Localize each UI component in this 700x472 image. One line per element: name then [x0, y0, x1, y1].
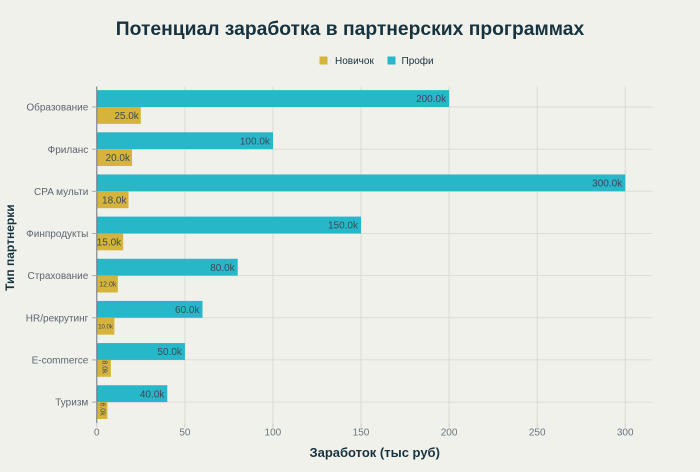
svg-text:200.0k: 200.0k — [416, 94, 447, 105]
svg-text:80.0k: 80.0k — [210, 263, 235, 274]
svg-text:HR/рекрутинг: HR/рекрутинг — [26, 313, 89, 324]
svg-text:300.0k: 300.0k — [592, 179, 623, 190]
svg-text:300: 300 — [617, 428, 634, 439]
svg-text:50.0k: 50.0k — [157, 347, 182, 358]
svg-text:150: 150 — [353, 428, 370, 439]
svg-text:Фриланс: Фриланс — [48, 145, 89, 156]
svg-text:40.0k: 40.0k — [140, 389, 165, 400]
svg-text:150.0k: 150.0k — [328, 221, 359, 232]
svg-text:Туризм: Туризм — [55, 398, 88, 409]
svg-text:Страхование: Страхование — [27, 271, 88, 282]
svg-text:60.0k: 60.0k — [175, 305, 200, 316]
svg-text:Профи: Профи — [402, 55, 434, 67]
svg-text:18.0k: 18.0k — [102, 195, 127, 206]
svg-text:25.0k: 25.0k — [114, 111, 139, 122]
svg-text:20.0k: 20.0k — [106, 153, 131, 164]
svg-text:50: 50 — [179, 428, 191, 439]
svg-text:E-commerce: E-commerce — [32, 356, 89, 367]
svg-text:100.0k: 100.0k — [240, 136, 271, 147]
svg-text:200: 200 — [441, 428, 458, 439]
svg-text:6.0k: 6.0k — [99, 402, 106, 416]
svg-text:Заработок (тыс руб): Заработок (тыс руб) — [309, 445, 439, 460]
svg-text:12.0k: 12.0k — [99, 282, 117, 289]
svg-text:100: 100 — [265, 428, 282, 439]
svg-text:10.0k: 10.0k — [98, 324, 114, 330]
svg-text:Потенциал заработка в партнерс: Потенциал заработка в партнерских програ… — [116, 19, 585, 40]
svg-text:Образование: Образование — [26, 102, 88, 114]
svg-text:Финпродукты: Финпродукты — [26, 229, 88, 240]
svg-text:8.0k: 8.0k — [100, 360, 107, 374]
svg-text:0: 0 — [94, 428, 100, 439]
svg-text:250: 250 — [529, 428, 546, 439]
svg-text:CPA мульти: CPA мульти — [34, 187, 88, 198]
svg-text:Тип партнерки: Тип партнерки — [3, 204, 17, 290]
svg-text:15.0k: 15.0k — [97, 238, 122, 249]
svg-text:Новичок: Новичок — [335, 56, 374, 67]
